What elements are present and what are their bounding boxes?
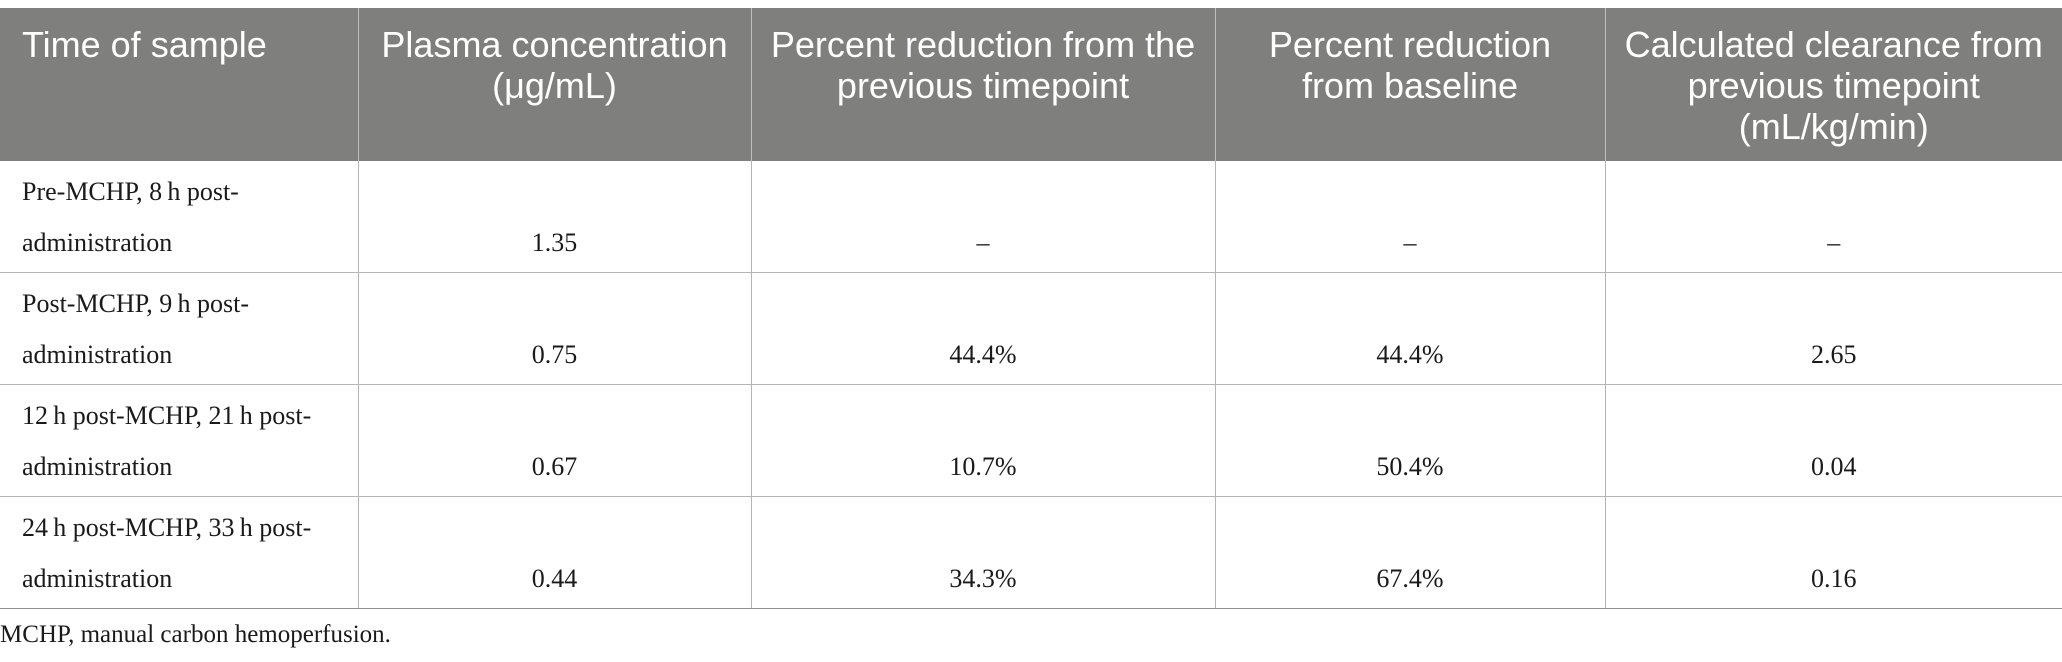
data-table-container: Time of sample Plasma concentration (μg/…	[0, 8, 2062, 609]
cell-percent-reduction-baseline: 67.4%	[1214, 496, 1605, 609]
table-row: Pre-MCHP, 8 h post-administration 1.35 –…	[0, 161, 2062, 273]
cell-plasma-concentration: 0.67	[357, 384, 751, 497]
header-calculated-clearance: Calculated clearance from previous timep…	[1604, 8, 2062, 161]
cell-percent-reduction-previous: 44.4%	[750, 272, 1215, 385]
table-body: Pre-MCHP, 8 h post-administration 1.35 –…	[0, 161, 2062, 609]
cell-plasma-concentration: 0.75	[357, 272, 751, 385]
table-row: Post-MCHP, 9 h post-administration 0.75 …	[0, 272, 2062, 385]
header-plasma-concentration: Plasma concentration (μg/mL)	[357, 8, 751, 161]
cell-calculated-clearance: 0.16	[1604, 496, 2062, 609]
cell-percent-reduction-previous: 34.3%	[750, 496, 1215, 609]
header-time-of-sample: Time of sample	[0, 8, 358, 161]
cell-percent-reduction-baseline: 44.4%	[1214, 272, 1605, 385]
cell-time-of-sample: Post-MCHP, 9 h post-administration	[0, 272, 358, 385]
table-footnote: MCHP, manual carbon hemoperfusion.	[0, 621, 391, 648]
cell-calculated-clearance: 2.65	[1604, 272, 2062, 385]
header-row: Time of sample Plasma concentration (μg/…	[0, 8, 2062, 161]
clearance-table: Time of sample Plasma concentration (μg/…	[0, 8, 2062, 609]
cell-plasma-concentration: 0.44	[357, 496, 751, 609]
cell-percent-reduction-baseline: 50.4%	[1214, 384, 1605, 497]
cell-time-of-sample: 24 h post-MCHP, 33 h post-administration	[0, 496, 358, 609]
cell-percent-reduction-baseline: –	[1214, 161, 1605, 273]
cell-percent-reduction-previous: –	[750, 161, 1215, 273]
cell-calculated-clearance: –	[1604, 161, 2062, 273]
cell-calculated-clearance: 0.04	[1604, 384, 2062, 497]
cell-plasma-concentration: 1.35	[357, 161, 751, 273]
cell-percent-reduction-previous: 10.7%	[750, 384, 1215, 497]
cell-time-of-sample: 12 h post-MCHP, 21 h post-administration	[0, 384, 358, 497]
table-row: 24 h post-MCHP, 33 h post-administration…	[0, 496, 2062, 609]
table-row: 12 h post-MCHP, 21 h post-administration…	[0, 384, 2062, 497]
header-percent-reduction-baseline: Percent reduction from baseline	[1214, 8, 1605, 161]
table-header: Time of sample Plasma concentration (μg/…	[0, 8, 2062, 161]
header-percent-reduction-previous: Percent reduction from the previous time…	[750, 8, 1215, 161]
cell-time-of-sample: Pre-MCHP, 8 h post-administration	[0, 161, 358, 273]
